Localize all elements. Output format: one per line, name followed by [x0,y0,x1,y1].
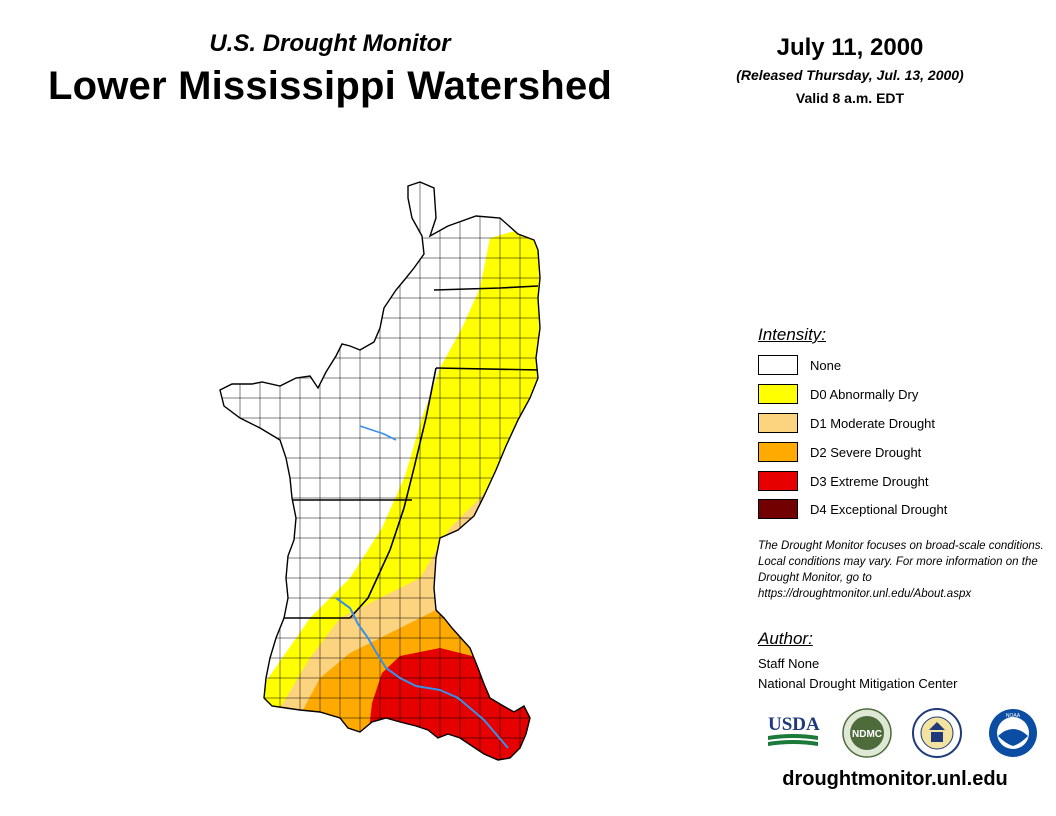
ndmc-logo-text: NDMC [852,729,882,740]
legend-label: D1 Moderate Drought [810,415,936,431]
map-title: Lower Mississippi Watershed [47,64,613,108]
legend-label: D3 Extreme Drought [810,473,929,489]
legend-item-d3: D3 Extreme Drought [758,470,929,492]
mississippi-river [335,597,509,749]
legend-swatch [758,384,798,404]
legend-swatch [758,471,798,491]
usda-logo-text: USDA [768,714,820,735]
legend-heading: Intensity: [758,325,827,344]
author-heading: Author: [758,629,813,648]
disclaimer-note: The Drought Monitor focuses on broad-sca… [758,540,1044,600]
author-organization: National Drought Mitigation Center [758,676,958,691]
state-boundaries [260,285,540,619]
map-subtitle: U.S. Drought Monitor [209,30,451,57]
legend-swatch [758,442,798,462]
website-link[interactable]: droughtmonitor.unl.edu [782,768,1008,790]
ndmc-logo: NDMC [842,708,892,758]
release-date: (Released Thursday, Jul. 13, 2000) [736,67,964,83]
legend-swatch [758,413,798,433]
watershed-map [219,181,541,761]
legend-label: D4 Exceptional Drought [810,501,948,517]
author-name: Staff None [758,656,820,671]
map-date: July 11, 2000 [776,34,924,61]
legend-item-d4: D4 Exceptional Drought [758,498,947,520]
usda-logo: USDA [768,714,820,746]
legend-item-d0: D0 Abnormally Dry [758,383,918,405]
legend-item-d2: D2 Severe Drought [758,441,921,463]
legend-label: D2 Severe Drought [810,444,922,460]
noaa-logo-text: NOAA [1006,713,1021,719]
noaa-logo: NOAA [989,709,1037,757]
tributary-river [359,425,397,441]
legend-label: None [810,357,842,373]
legend-label: D0 Abnormally Dry [810,386,919,402]
legend-item-d1: D1 Moderate Drought [758,412,935,434]
legend-item-none: None [758,354,841,376]
valid-time: Valid 8 a.m. EDT [795,90,905,106]
legend-swatch [758,355,798,375]
legend-swatch [758,499,798,519]
doc-seal-logo [912,708,962,758]
